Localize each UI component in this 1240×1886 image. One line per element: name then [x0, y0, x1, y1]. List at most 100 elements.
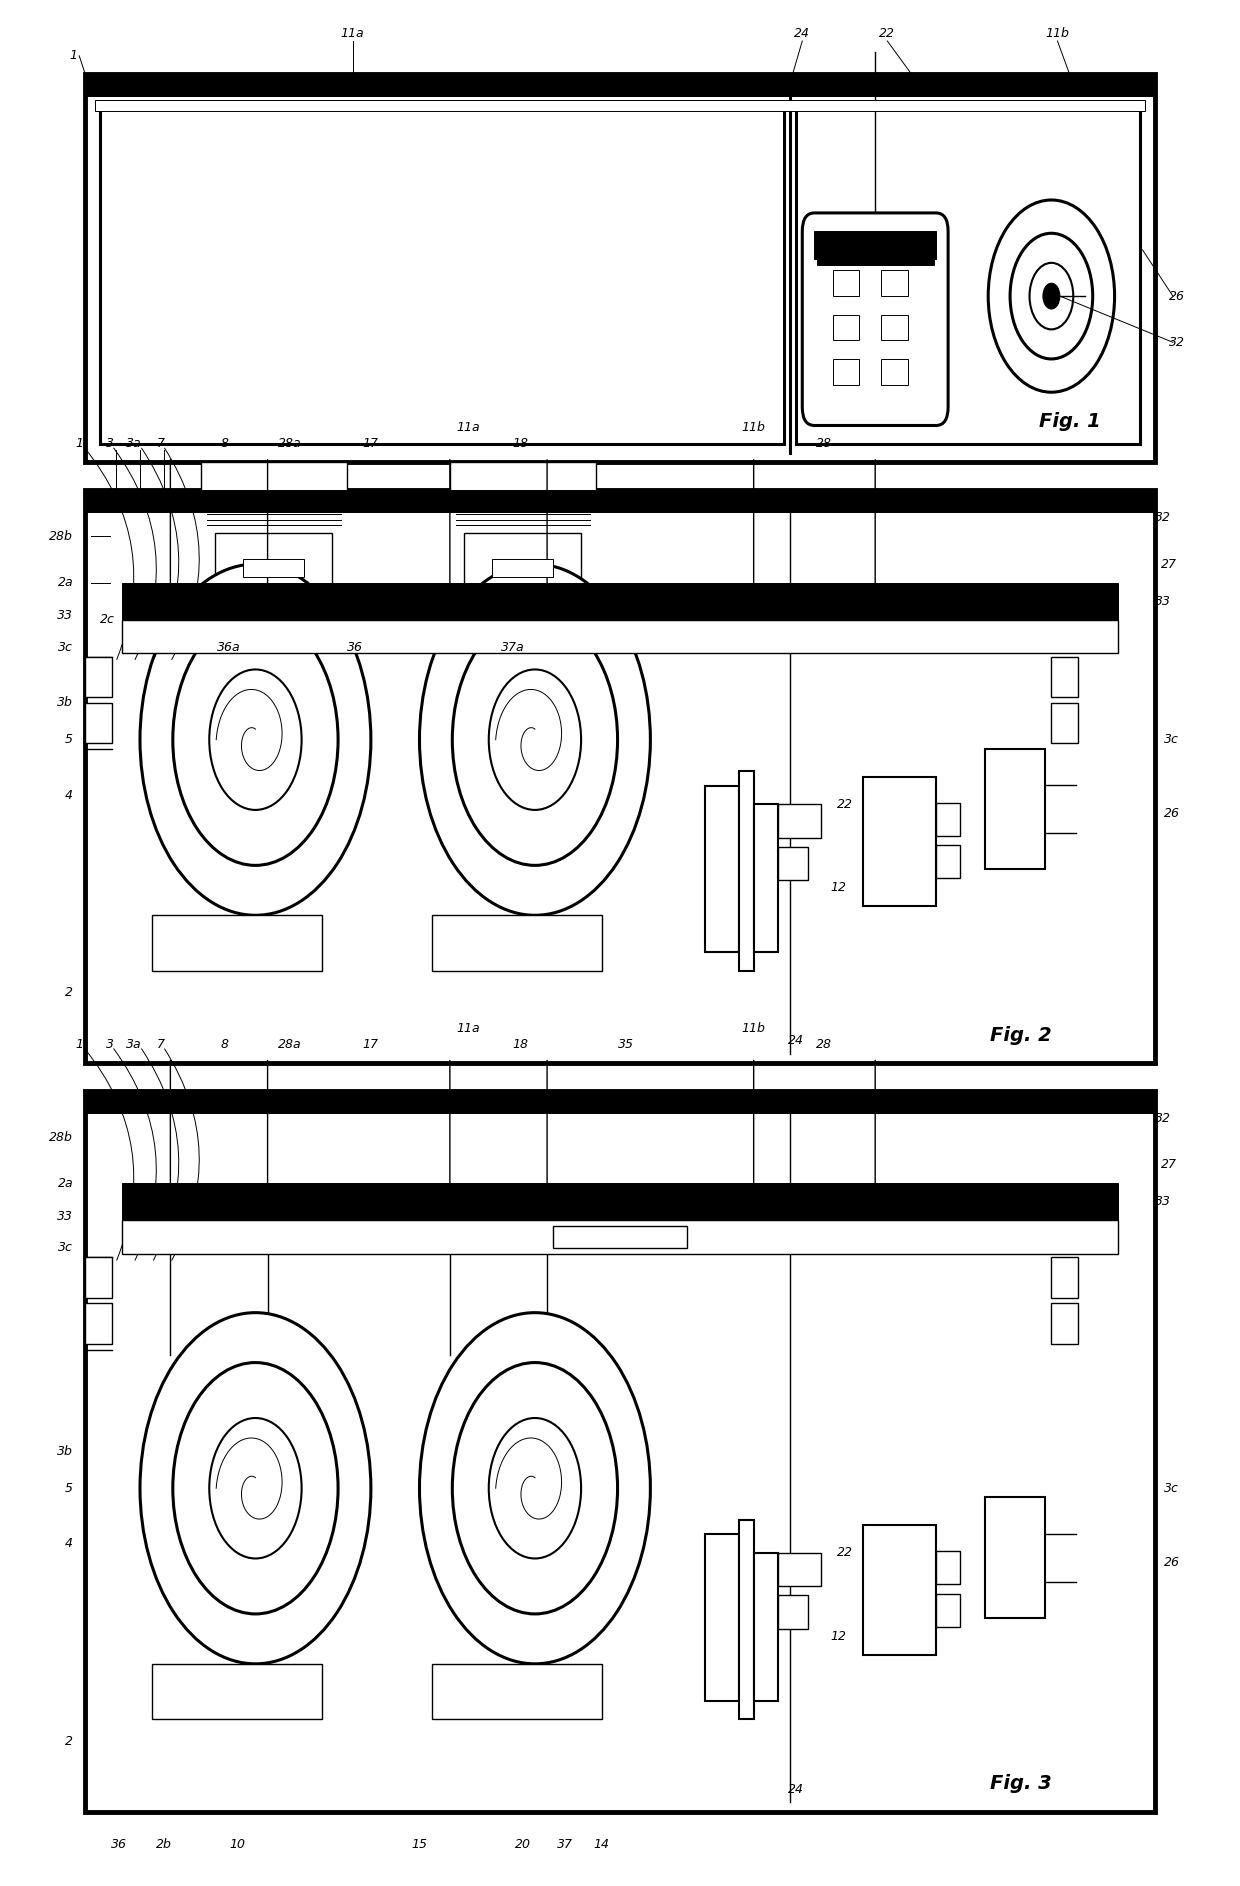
Text: 4: 4 — [66, 1537, 73, 1550]
Circle shape — [489, 1418, 582, 1558]
Bar — [777, 803, 821, 837]
Text: 11b: 11b — [1045, 26, 1069, 40]
Text: 36: 36 — [112, 1839, 128, 1852]
Circle shape — [172, 615, 339, 866]
Bar — [450, 462, 595, 504]
Text: 18: 18 — [512, 438, 528, 451]
Circle shape — [140, 1313, 371, 1663]
Bar — [1052, 703, 1078, 743]
Text: 14: 14 — [565, 607, 582, 620]
Bar — [86, 703, 112, 743]
Bar — [985, 1497, 1045, 1618]
Text: 22: 22 — [879, 26, 895, 40]
Bar — [985, 749, 1045, 869]
Text: 7: 7 — [156, 1037, 165, 1051]
Text: 37: 37 — [557, 1839, 573, 1852]
Text: 17: 17 — [363, 438, 379, 451]
Circle shape — [1011, 234, 1092, 358]
Text: 37: 37 — [441, 607, 458, 620]
Bar — [86, 490, 1154, 513]
Bar — [86, 656, 112, 698]
Text: 28b: 28b — [50, 530, 73, 543]
Text: 15: 15 — [412, 1839, 428, 1852]
Text: 28a: 28a — [278, 1037, 301, 1051]
Text: 26: 26 — [1164, 807, 1180, 820]
Circle shape — [1043, 283, 1060, 309]
Bar — [86, 1258, 112, 1298]
Text: 3c: 3c — [1164, 734, 1179, 747]
Text: 4: 4 — [66, 788, 73, 802]
Text: 26: 26 — [1164, 1556, 1180, 1569]
Text: 20: 20 — [515, 1839, 531, 1852]
Bar — [122, 1220, 1118, 1254]
Text: 3b: 3b — [57, 696, 73, 709]
Bar — [86, 1090, 1154, 1812]
Text: 2b: 2b — [156, 1090, 172, 1103]
Text: 28b: 28b — [50, 1130, 73, 1143]
Bar — [1052, 1258, 1078, 1298]
Text: 28: 28 — [816, 438, 832, 451]
Bar — [936, 845, 960, 879]
Bar — [832, 270, 859, 296]
Circle shape — [489, 670, 582, 809]
Text: 26: 26 — [1168, 290, 1184, 302]
Bar — [777, 1552, 821, 1586]
Text: 32: 32 — [1154, 511, 1171, 524]
Bar — [936, 803, 960, 835]
Text: 24: 24 — [795, 26, 810, 40]
Text: 33: 33 — [57, 609, 73, 622]
Text: 22: 22 — [837, 798, 853, 811]
Text: 14: 14 — [594, 1090, 610, 1103]
Bar — [86, 74, 1154, 462]
Text: 1: 1 — [76, 1037, 83, 1051]
Text: 20: 20 — [515, 1090, 531, 1103]
Text: 11a: 11a — [341, 26, 365, 40]
Circle shape — [1029, 262, 1074, 330]
Bar — [832, 358, 859, 385]
Text: 3c: 3c — [1164, 1482, 1179, 1496]
Text: 2b: 2b — [156, 1839, 172, 1852]
Text: 2c: 2c — [99, 613, 114, 626]
Text: 36: 36 — [347, 641, 363, 654]
Bar — [706, 1535, 739, 1701]
Bar — [122, 583, 1118, 619]
Text: 3c: 3c — [58, 641, 73, 654]
Bar — [100, 108, 784, 443]
Bar — [432, 915, 601, 971]
Circle shape — [210, 1418, 301, 1558]
Bar — [817, 236, 934, 264]
Bar — [153, 915, 322, 971]
Bar — [882, 315, 908, 341]
Text: 15: 15 — [412, 1090, 428, 1103]
Text: 7: 7 — [156, 438, 165, 451]
Text: 3: 3 — [105, 438, 114, 451]
Text: 32: 32 — [1168, 336, 1184, 349]
Bar — [122, 1183, 1118, 1220]
Text: 14: 14 — [594, 1839, 610, 1852]
Text: 2a: 2a — [57, 575, 73, 588]
Text: 22: 22 — [837, 1547, 853, 1560]
Circle shape — [419, 564, 650, 915]
Text: 28: 28 — [816, 1037, 832, 1051]
Text: 8: 8 — [221, 438, 229, 451]
Text: 3a: 3a — [126, 438, 141, 451]
Bar — [754, 803, 777, 952]
Bar — [706, 786, 739, 952]
Text: 5: 5 — [66, 1482, 73, 1496]
Bar — [86, 74, 1154, 96]
Bar — [882, 270, 908, 296]
Text: 3a: 3a — [126, 1037, 141, 1051]
Bar — [1052, 1303, 1078, 1345]
Bar — [777, 847, 808, 881]
Bar — [739, 1520, 754, 1720]
Text: Fig. 2: Fig. 2 — [991, 1026, 1052, 1045]
Text: 12: 12 — [734, 607, 749, 620]
Bar — [553, 1226, 687, 1249]
Bar — [122, 619, 1118, 653]
Text: 3c: 3c — [58, 1241, 73, 1254]
Text: 36a: 36a — [217, 641, 241, 654]
Circle shape — [419, 1313, 650, 1663]
Bar — [754, 1552, 777, 1701]
Bar — [796, 108, 1140, 443]
Bar — [777, 1596, 808, 1630]
